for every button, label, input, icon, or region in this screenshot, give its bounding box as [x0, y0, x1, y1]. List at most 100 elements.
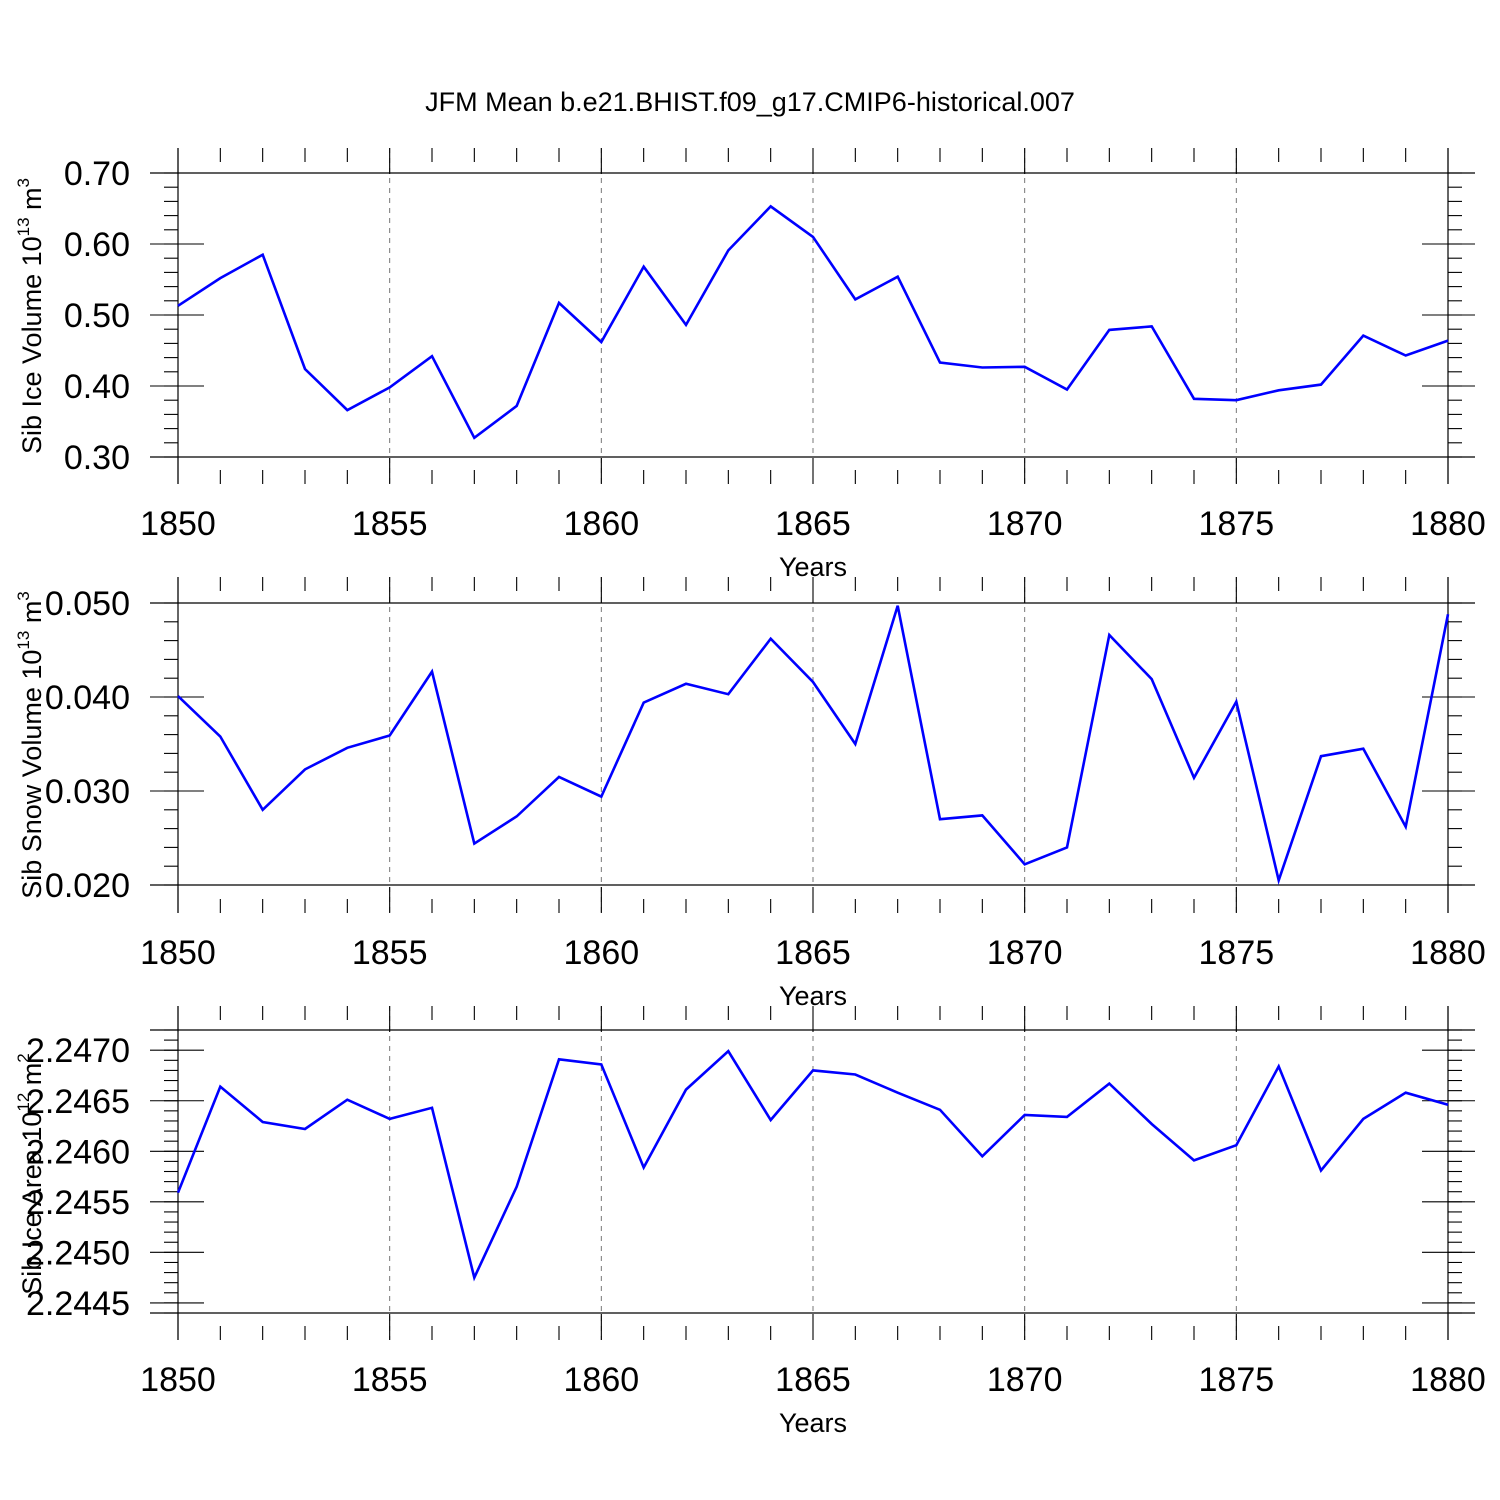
y-tick-label: 2.2470	[26, 1032, 130, 1070]
data-point	[1149, 676, 1155, 682]
y-tick-label: 0.050	[45, 585, 130, 623]
y-axis-label: Sib Ice Volume 1013 m3	[14, 178, 47, 454]
y-tick-label: 0.020	[45, 867, 130, 905]
data-point	[1445, 338, 1451, 344]
x-tick-label: 1850	[140, 1361, 216, 1399]
data-point	[217, 275, 223, 281]
data-point	[175, 1190, 181, 1196]
data-point	[1233, 699, 1239, 705]
data-point	[1360, 1116, 1366, 1122]
data-point	[683, 681, 689, 687]
data-point	[598, 794, 604, 800]
data-point	[471, 1275, 477, 1281]
data-point	[1106, 327, 1112, 333]
data-point	[1445, 611, 1451, 617]
data-point	[1360, 746, 1366, 752]
data-point	[1191, 1157, 1197, 1163]
data-point	[1318, 1167, 1324, 1173]
x-tick-label: 1860	[564, 1361, 640, 1399]
y-axis-label: Sib Snow Volume 1013 m3	[14, 591, 47, 899]
data-point	[725, 247, 731, 253]
data-point	[683, 1087, 689, 1093]
data-point	[979, 812, 985, 818]
data-point	[1318, 382, 1324, 388]
data-point	[1445, 1102, 1451, 1108]
data-point	[979, 1153, 985, 1159]
series-line	[177, 605, 1450, 885]
data-point	[556, 774, 562, 780]
data-point	[1064, 844, 1070, 850]
data-point	[852, 296, 858, 302]
x-tick-label: 1865	[775, 505, 851, 543]
data-point	[1403, 352, 1409, 358]
y-tick-label: 0.040	[45, 679, 130, 717]
x-tick-label: 1855	[352, 505, 428, 543]
data-point	[1149, 323, 1155, 329]
y-tick-label: 0.70	[64, 155, 130, 193]
y-axis-label: Sib Ice Area 1012 m2	[14, 1053, 47, 1295]
data-point	[260, 1119, 266, 1125]
data-point	[979, 365, 985, 371]
data-point	[1403, 824, 1409, 830]
data-point	[1064, 1114, 1070, 1120]
x-tick-label: 1850	[140, 934, 216, 972]
x-tick-label: 1860	[564, 505, 640, 543]
data-point	[937, 1107, 943, 1113]
data-point	[598, 339, 604, 345]
data-point	[895, 603, 901, 609]
x-tick-label: 1880	[1410, 934, 1486, 972]
data-point	[217, 733, 223, 739]
x-tick-label: 1880	[1410, 505, 1486, 543]
x-tick-label: 1855	[352, 1361, 428, 1399]
x-tick-label: 1870	[987, 1361, 1063, 1399]
data-point	[1191, 775, 1197, 781]
data-point	[725, 1048, 731, 1054]
data-point	[1276, 877, 1282, 883]
data-point	[937, 816, 943, 822]
data-point	[1360, 333, 1366, 339]
data-point	[217, 1084, 223, 1090]
x-tick-label: 1875	[1199, 505, 1275, 543]
data-point	[260, 807, 266, 813]
y-tick-label: 2.2465	[26, 1083, 130, 1121]
data-point	[683, 322, 689, 328]
data-point	[1276, 387, 1282, 393]
data-point	[641, 700, 647, 706]
y-tick-label: 0.030	[45, 773, 130, 811]
data-point	[302, 1126, 308, 1132]
panel-3: 2.2445 2.2450 2.2455 2.2460 2.2465 2.2470 1850…	[14, 1006, 1486, 1438]
data-point	[1318, 753, 1324, 759]
data-point	[387, 733, 393, 739]
data-point	[429, 1105, 435, 1111]
x-tick-label: 1870	[987, 934, 1063, 972]
data-point	[1106, 1081, 1112, 1087]
data-point	[768, 1117, 774, 1123]
data-point	[302, 366, 308, 372]
series-line	[177, 204, 1449, 440]
y-tick-label: 2.2450	[26, 1234, 130, 1272]
x-tick-label: 1870	[987, 505, 1063, 543]
x-tick-label: 1865	[775, 1361, 851, 1399]
data-point	[471, 841, 477, 847]
data-point	[895, 274, 901, 280]
data-point	[1403, 1090, 1409, 1096]
data-point	[514, 1184, 520, 1190]
data-point	[641, 1164, 647, 1170]
y-tick-label: 0.30	[64, 439, 130, 477]
y-tick-label: 0.40	[64, 368, 130, 406]
data-point	[387, 384, 393, 390]
y-tick-label: 2.2460	[26, 1133, 130, 1171]
data-point	[641, 264, 647, 270]
x-tick-label: 1875	[1199, 1361, 1275, 1399]
series-line	[176, 1049, 1449, 1282]
data-point	[429, 669, 435, 675]
data-point	[852, 741, 858, 747]
panels: 0.30 0.40 0.50 0.60 0.70 1850 1855 1860 1865 1870…	[14, 148, 1486, 1438]
x-tick-label: 1855	[352, 934, 428, 972]
data-point	[344, 407, 350, 413]
data-point	[810, 1067, 816, 1073]
data-point	[260, 252, 266, 258]
data-point	[514, 403, 520, 409]
data-point	[598, 1061, 604, 1067]
data-point	[1064, 387, 1070, 393]
